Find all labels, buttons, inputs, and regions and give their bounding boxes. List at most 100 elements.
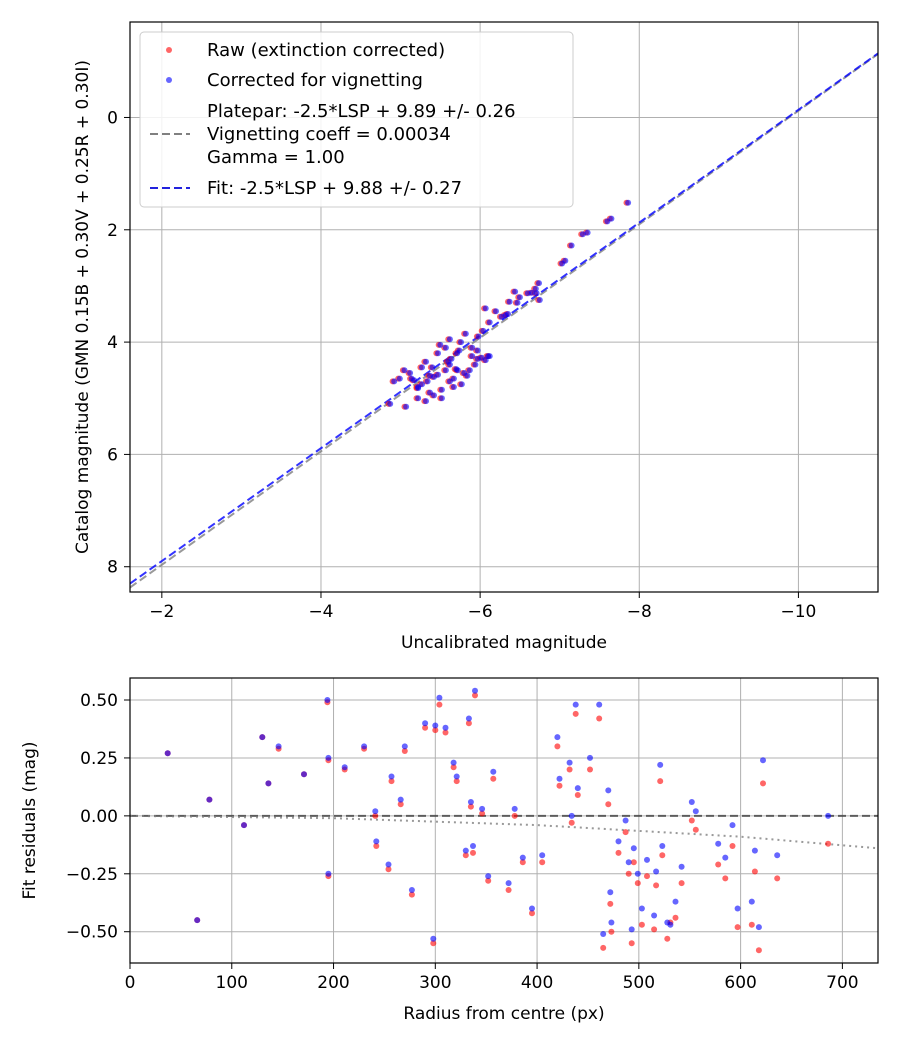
bot-y-tick-label: −0.25	[66, 865, 118, 885]
top-x-tick-label: −10	[780, 602, 816, 622]
bot-point-corrected	[505, 880, 512, 887]
bot-x-tick-label: 300	[419, 973, 451, 993]
bot-point-raw	[622, 829, 629, 836]
bot-point-raw	[751, 868, 758, 875]
top-point-corrected	[536, 280, 542, 287]
top-ticks: −2 −4 −6 −8 −10 0 2 4 6 8	[107, 108, 816, 622]
bot-point-raw	[607, 900, 614, 907]
bot-point-corrected	[825, 812, 832, 819]
bot-point-corrected	[634, 870, 641, 877]
bot-point-corrected	[341, 764, 348, 771]
bot-point-corrected	[628, 926, 635, 933]
top-point-corrected	[480, 327, 487, 334]
bot-point-raw	[485, 877, 492, 884]
top-point-corrected	[524, 290, 531, 297]
top-point-corrected	[461, 370, 468, 376]
top-point-corrected	[419, 364, 425, 371]
bot-point-corrected	[397, 796, 404, 803]
top-x-tick-label: −4	[308, 602, 333, 622]
bot-point-corrected	[325, 870, 332, 877]
bot-point-corrected	[485, 873, 492, 880]
bot-point-corrected	[568, 812, 575, 819]
bot-point-raw	[408, 891, 415, 898]
bot-point-corrected	[206, 796, 213, 803]
bot-point-raw	[453, 778, 460, 785]
bot-point-raw	[608, 928, 615, 935]
bot-point-corrected	[462, 847, 469, 854]
bot-point-corrected	[450, 759, 457, 766]
top-line-vignetting-coeff-0-00034	[130, 53, 878, 589]
bot-point-raw	[442, 729, 449, 736]
bot-point-corrected	[539, 852, 546, 859]
bot-point-corrected	[672, 898, 679, 905]
bot-point-raw	[574, 792, 581, 798]
bot-point-corrected	[657, 761, 664, 768]
bot-point-corrected	[467, 799, 474, 805]
legend-entry-platepar: Platepar: -2.5*LSP + 9.89 +/- 0.26	[207, 101, 516, 122]
top-point-corrected	[438, 386, 445, 393]
bot-point-corrected	[164, 750, 171, 757]
legend: Raw (extinction corrected) Corrected for…	[139, 31, 574, 208]
bot-point-raw	[385, 866, 392, 873]
bot-point-corrected	[529, 905, 535, 912]
bot-point-corrected	[470, 843, 476, 849]
bot-point-raw	[587, 766, 593, 773]
legend-marker-corrected	[166, 77, 172, 83]
bot-point-corrected	[372, 808, 379, 815]
top-point-corrected	[469, 344, 476, 351]
bot-point-corrected	[774, 852, 781, 859]
bot-point-corrected	[572, 701, 579, 708]
bot-point-raw	[450, 764, 457, 771]
bottom-y-axis-label: Fit residuals (mag)	[20, 742, 40, 900]
bottom-x-axis-label: Radius from centre (px)	[403, 1004, 604, 1024]
top-point-corrected	[478, 354, 485, 361]
bot-point-corrected	[385, 861, 392, 868]
top-point-corrected	[458, 381, 465, 388]
top-scatter-points	[385, 199, 632, 410]
bot-point-corrected	[465, 715, 472, 722]
top-point-corrected	[423, 398, 429, 405]
bot-point-corrected	[734, 905, 741, 912]
top-point-corrected	[625, 199, 632, 206]
bot-point-raw	[432, 727, 439, 734]
top-plot-frame	[129, 21, 879, 593]
bot-point-corrected	[667, 921, 674, 928]
legend-entry-raw: Raw (extinction corrected)	[207, 40, 445, 61]
bottom-ticks: 0 100 200 300 400 500 600 700 0.50 0.25 0.00 −0.25 −…	[66, 691, 859, 993]
bot-point-raw	[774, 875, 781, 882]
bot-point-corrected	[692, 808, 699, 815]
bot-y-tick-label: −0.50	[66, 923, 118, 943]
top-point-corrected	[458, 339, 464, 346]
bot-point-corrected	[615, 838, 622, 845]
top-x-axis-label: Uncalibrated magnitude	[401, 633, 607, 653]
bottom-plot-frame	[129, 677, 879, 964]
top-point-corrected	[462, 330, 469, 337]
top-y-axis-label: Catalog magnitude (GMN 0.15B + 0.30V + 0…	[73, 60, 93, 554]
bot-point-corrected	[622, 817, 629, 824]
bot-point-corrected	[638, 905, 645, 912]
bot-point-corrected	[587, 754, 593, 761]
bot-point-raw	[436, 701, 443, 708]
bot-point-raw	[722, 875, 729, 882]
bot-point-corrected	[760, 757, 766, 764]
bot-point-raw	[760, 780, 766, 787]
bot-point-corrected	[729, 822, 736, 829]
top-point-corrected	[403, 403, 410, 410]
top-point-corrected	[415, 385, 422, 392]
bot-point-raw	[529, 910, 535, 917]
top-point-corrected	[415, 395, 422, 402]
top-point-corrected	[442, 344, 449, 351]
bot-point-corrected	[361, 743, 368, 750]
bot-x-tick-label: 700	[826, 973, 858, 993]
bot-point-raw	[388, 778, 395, 785]
bot-point-corrected	[566, 759, 573, 766]
bot-point-corrected	[511, 805, 518, 812]
bot-point-corrected	[678, 863, 685, 870]
bot-point-raw	[748, 921, 755, 928]
bot-point-raw	[600, 944, 607, 951]
top-point-corrected	[498, 313, 505, 320]
bot-point-raw	[519, 859, 526, 866]
bot-point-corrected	[653, 868, 660, 875]
